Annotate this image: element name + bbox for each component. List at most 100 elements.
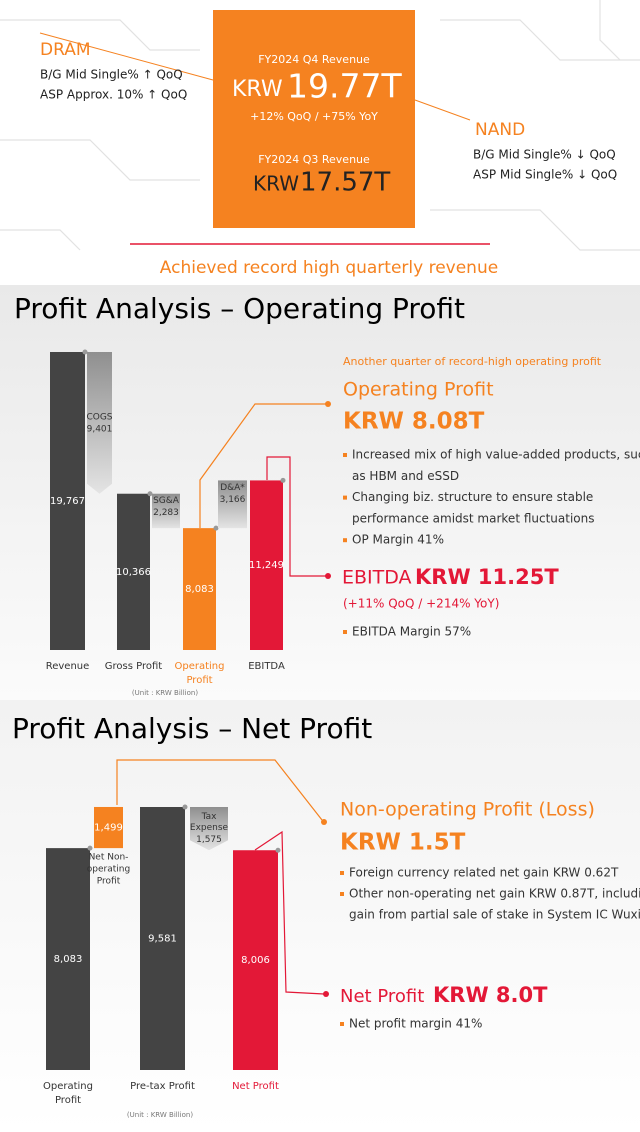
dram-title: DRAM <box>40 40 91 60</box>
bullet-text: Other non-operating net gain KRW 0.87T, … <box>349 887 640 901</box>
tagline: Another quarter of record-high operating… <box>343 355 602 368</box>
category-label: Operating <box>43 1081 93 1092</box>
ebitda-title: EBITDA <box>342 567 412 589</box>
step-bar <box>152 493 180 529</box>
connector-dot <box>325 401 331 407</box>
value-label: 1,575 <box>196 835 222 845</box>
ebitda-value: KRW 11.25T <box>415 565 559 589</box>
bullet-marker <box>343 630 347 634</box>
bullet-marker <box>343 495 347 500</box>
ebitda-growth: (+11% QoQ / +214% YoY) <box>343 597 499 611</box>
value-label: 1,499 <box>94 823 123 834</box>
bullet-marker <box>340 892 344 896</box>
bullet-text: gain from partial sale of stake in Syste… <box>349 908 640 922</box>
bullet-text: performance amidst market fluctuations <box>352 511 595 525</box>
bullet-marker <box>340 871 344 875</box>
connector <box>266 456 326 577</box>
bar <box>250 480 283 650</box>
connector-dot <box>321 819 327 825</box>
node-dot <box>82 349 88 355</box>
category-label: Operating <box>175 661 225 672</box>
revenue-box <box>213 10 415 228</box>
headline: Achieved record high quarterly revenue <box>160 258 498 278</box>
value-label: 3,166 <box>220 495 246 505</box>
value-label: 8,083 <box>185 584 214 595</box>
op-value: KRW 8.08T <box>343 409 485 435</box>
bar <box>50 352 85 650</box>
value-label: 9,401 <box>87 424 113 434</box>
category-label: Revenue <box>46 661 90 672</box>
nonop-title: Non-operating Profit (Loss) <box>340 799 595 821</box>
bullet-text: OP Margin 41% <box>352 533 444 547</box>
section-bg <box>0 700 640 1132</box>
nand-title: NAND <box>475 120 525 140</box>
connector <box>39 32 214 81</box>
step-label: Expense <box>190 823 229 833</box>
bar <box>117 493 150 650</box>
value-label: 2,283 <box>153 508 179 518</box>
q3-amount: 17.57T <box>300 168 390 198</box>
q4-label: FY2024 Q4 Revenue <box>258 53 370 66</box>
section-title: Profit Analysis – Net Profit <box>12 712 372 745</box>
nand-line: ASP Mid Single% ↓ QoQ <box>473 168 617 182</box>
step-label: Profit <box>97 877 121 887</box>
connector <box>199 403 326 528</box>
node-dot <box>275 847 281 853</box>
np-title: Net Profit <box>340 986 424 1007</box>
step-label: D&A* <box>220 483 245 493</box>
step-bar <box>87 352 112 494</box>
value-label: 11,249 <box>249 560 284 571</box>
q4-currency: KRW <box>232 77 283 102</box>
value-label: 19,767 <box>50 496 85 507</box>
connector <box>254 830 325 995</box>
bar <box>140 807 185 1070</box>
circuit-lines <box>0 0 640 251</box>
node-dot <box>280 477 286 483</box>
category-label: EBITDA <box>248 661 285 672</box>
q3-currency: KRW <box>253 172 299 196</box>
step-label: Tax <box>201 812 218 822</box>
dram-line: B/G Mid Single% ↑ QoQ <box>40 68 183 82</box>
category-label: Gross Profit <box>105 661 163 672</box>
q3-label: FY2024 Q3 Revenue <box>258 153 370 166</box>
step-bar <box>94 806 123 849</box>
step-label: COGS <box>86 412 112 422</box>
bullet-text: Changing biz. structure to ensure stable <box>352 490 593 504</box>
q4-growth: +12% QoQ / +75% YoY <box>250 110 378 123</box>
category-label: Profit <box>55 1095 81 1106</box>
value-label: 9,581 <box>148 934 177 945</box>
node-dot <box>213 525 219 531</box>
node-dot <box>87 845 93 851</box>
step-label: Net Non- <box>89 853 129 863</box>
nonop-value: KRW 1.5T <box>340 830 466 856</box>
unit-label: (Unit : KRW Billion) <box>127 1111 193 1119</box>
bullet-marker <box>343 538 347 543</box>
category-label: Net Profit <box>232 1081 279 1092</box>
dram-line: ASP Approx. 10% ↑ QoQ <box>40 88 187 102</box>
step-label: operating <box>87 865 130 875</box>
bar <box>233 850 278 1070</box>
connector-dot <box>323 991 329 997</box>
category-label: Pre-tax Profit <box>130 1081 195 1092</box>
bar <box>183 528 216 650</box>
value-label: 8,006 <box>241 955 270 966</box>
nand-line: B/G Mid Single% ↓ QoQ <box>473 148 616 162</box>
bullet-text: EBITDA Margin 57% <box>352 625 471 639</box>
connector-dot <box>325 573 331 579</box>
bullet-text: Net profit margin 41% <box>349 1017 482 1031</box>
value-label: 8,083 <box>54 954 83 965</box>
bullet-marker <box>343 453 347 457</box>
unit-label: (Unit : KRW Billion) <box>132 689 198 697</box>
q4-amount: 19.77T <box>287 67 402 106</box>
bullet-text: as HBM and eSSD <box>352 469 459 483</box>
step-bar <box>218 480 247 529</box>
node-dot <box>182 804 188 810</box>
section-title: Profit Analysis – Operating Profit <box>14 292 465 325</box>
np-value: KRW 8.0T <box>433 983 548 1007</box>
op-title: Operating Profit <box>343 379 494 401</box>
bullet-marker <box>340 1022 344 1026</box>
connector <box>116 759 323 821</box>
value-label: 10,366 <box>116 567 151 578</box>
step-bar <box>190 807 228 851</box>
